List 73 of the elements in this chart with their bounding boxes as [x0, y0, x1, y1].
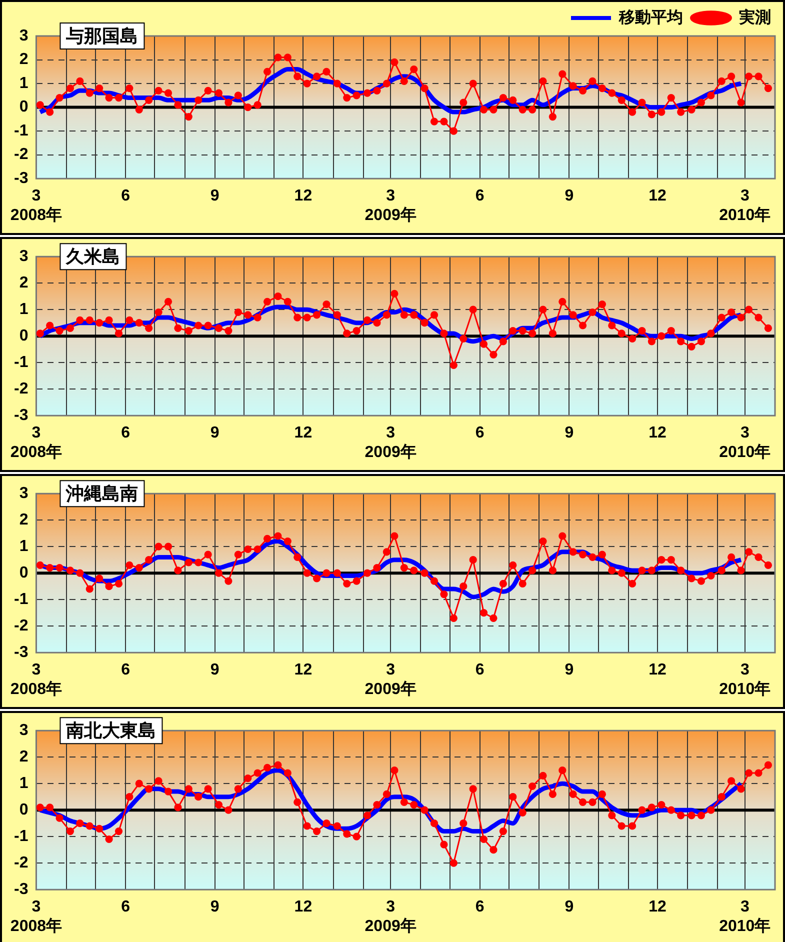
line-series — [38, 304, 744, 344]
y-tick-label: -1 — [14, 122, 28, 140]
x-tick-label: 9 — [564, 188, 574, 205]
x-tick-label: 3 2008年 — [10, 424, 62, 461]
y-tick-label: 0 — [19, 328, 28, 345]
x-tick-label: 12 — [648, 898, 667, 916]
x-tick-label: 9 — [210, 188, 220, 205]
y-tick-label: -2 — [14, 146, 28, 164]
legend-label: 移動平均 — [618, 8, 683, 26]
y-tick-label: 3 — [19, 722, 28, 740]
x-tick-label: 9 — [210, 898, 220, 916]
y-tick-label: -3 — [14, 407, 28, 424]
x-tick-label: 3 2009年 — [364, 898, 416, 935]
x-tick-label: 3 2009年 — [364, 424, 416, 461]
y-tick-label: 0 — [19, 564, 28, 582]
x-tick-label: 9 — [564, 898, 574, 916]
x-tick-label: 12 — [294, 662, 312, 679]
x-tick-label: 3 2008年 — [10, 662, 62, 698]
y-tick-label: 2 — [19, 512, 28, 529]
x-tick-label: 6 — [475, 424, 484, 442]
y-tick-label: 1 — [19, 301, 28, 318]
y-tick-label: 1 — [19, 74, 28, 92]
y-tick-label: 0 — [19, 802, 28, 819]
chart-title: 南北大東島 — [65, 720, 156, 741]
y-tick-label: 3 — [19, 27, 28, 44]
chart-title: 沖縄島南 — [65, 484, 138, 504]
x-tick-label: 12 — [294, 898, 312, 916]
y-tick-label: -3 — [14, 644, 28, 662]
x-tick-label: 3 2010年 — [719, 188, 771, 224]
y-tick-label: 3 — [19, 485, 28, 502]
y-tick-label: 1 — [19, 775, 28, 792]
x-tick-label: 12 — [294, 188, 312, 205]
x-tick-label: 12 — [648, 424, 667, 442]
x-tick-label: 3 2010年 — [719, 898, 771, 935]
y-tick-label: 2 — [19, 274, 28, 292]
y-tick-label: -2 — [14, 854, 28, 872]
y-tick-label: 0 — [19, 98, 28, 116]
x-tick-label: 12 — [648, 662, 667, 679]
x-tick-label: 9 — [564, 662, 574, 679]
x-tick-label: 3 2010年 — [719, 662, 771, 698]
y-tick-label: -1 — [14, 591, 28, 608]
x-tick-label: 6 — [475, 188, 484, 205]
x-tick-label: 9 — [564, 424, 574, 442]
x-tick-label: 6 — [121, 662, 130, 679]
x-tick-label: 3 2010年 — [719, 424, 771, 461]
y-tick-label: -1 — [14, 354, 28, 372]
line-series — [38, 67, 744, 114]
x-tick-label: 12 — [294, 424, 312, 442]
chart-title: 与那国島 — [65, 26, 138, 46]
x-tick-label: 3 2008年 — [10, 188, 62, 224]
x-tick-label: 3 2009年 — [364, 188, 416, 224]
y-tick-label: 2 — [19, 51, 28, 68]
x-tick-label: 9 — [210, 662, 220, 679]
y-tick-label: 1 — [19, 538, 28, 556]
y-tick-label: -3 — [14, 881, 28, 898]
x-tick-label: 9 — [210, 424, 220, 442]
y-tick-label: -1 — [14, 828, 28, 846]
line-series — [38, 768, 744, 834]
y-tick-label: 3 — [19, 248, 28, 266]
y-tick-label: 2 — [19, 748, 28, 766]
x-tick-label: 12 — [648, 188, 667, 205]
x-tick-label: 6 — [121, 898, 130, 916]
chart-title: 久米島 — [65, 246, 120, 267]
x-tick-label: 6 — [121, 424, 130, 442]
y-tick-label: -2 — [14, 380, 28, 398]
x-tick-label: 6 — [475, 898, 484, 916]
legend-label: 実測 — [738, 7, 771, 26]
x-tick-label: 3 2008年 — [10, 898, 62, 935]
x-tick-label: 3 2009年 — [364, 662, 416, 698]
y-tick-label: -3 — [14, 170, 28, 188]
x-tick-label: 6 — [121, 188, 130, 205]
y-tick-label: -2 — [14, 618, 28, 635]
x-tick-label: 6 — [475, 662, 484, 679]
